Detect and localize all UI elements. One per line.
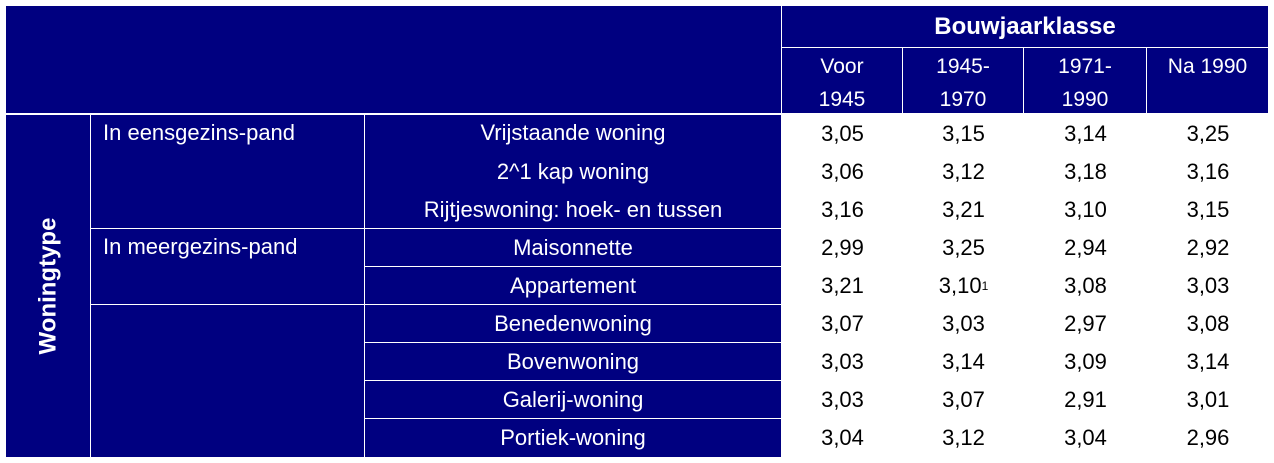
value-cell-1971-1990: 2,91	[1025, 382, 1146, 418]
value-cell-1971-1990: 3,09	[1025, 344, 1146, 380]
value-cell-1971-1990: 3,04	[1025, 420, 1146, 456]
value-cell-1945-1970: 3,12	[904, 420, 1023, 456]
value-text: 3,03	[821, 349, 864, 374]
value-cell-1945-1970: 3,03	[904, 306, 1023, 342]
value-text: 3,16	[821, 197, 864, 222]
value-cell-na-1990: 2,92	[1148, 230, 1268, 266]
row-label-bovenwoning: Bovenwoning	[365, 343, 781, 380]
value-text: 2,92	[1186, 235, 1230, 260]
row-label-rijtjeswoning: Rijtjeswoning: hoek- en tussen	[365, 191, 781, 228]
value-cell-1945-1970: 3,14	[904, 344, 1023, 380]
value-text: 3,01	[1186, 387, 1230, 412]
value-cell-na-1990: 3,15	[1148, 192, 1268, 228]
row-label-galerij-woning: Galerij-woning	[365, 381, 781, 418]
value-text: 3,14	[1064, 121, 1107, 146]
value-cell-na-1990: 3,08	[1148, 306, 1268, 342]
value-text: 3,10	[938, 273, 982, 298]
value-cell-na-1990: 3,25	[1148, 116, 1268, 152]
row-label-benedenwoning: Benedenwoning	[365, 305, 781, 342]
row-label-twee-onder-een-kap: 2^1 kap woning	[365, 153, 781, 190]
value-cell-1945-1970: 3,12	[904, 154, 1023, 190]
value-cell-1945-1970: 3,25	[904, 230, 1023, 266]
value-text: 3,03	[1186, 273, 1230, 298]
value-text: 3,05	[821, 121, 864, 146]
header-empty-cell	[6, 6, 781, 113]
value-text: 3,16	[1186, 159, 1230, 184]
value-text: 3,04	[821, 425, 864, 450]
column-header-1945-1970: 1945- 1970	[903, 48, 1023, 113]
value-text: 3,12	[942, 159, 985, 184]
value-cell-voor-1945: 3,04	[783, 420, 902, 456]
column-header-1971-1990: 1971- 1990	[1024, 48, 1146, 113]
value-cell-voor-1945: 3,07	[783, 306, 902, 342]
value-cell-voor-1945: 3,03	[783, 344, 902, 380]
value-text: 3,06	[821, 159, 864, 184]
value-cell-1945-1970: 3,10 1	[904, 268, 1023, 304]
value-text: 3,14	[942, 349, 985, 374]
value-text: 3,03	[942, 311, 985, 336]
value-cell-na-1990: 3,14	[1148, 344, 1268, 380]
group-meergezins: In meergezins-pand	[91, 229, 364, 304]
value-cell-1945-1970: 3,07	[904, 382, 1023, 418]
value-cell-na-1990: 3,16	[1148, 154, 1268, 190]
value-text: 3,09	[1064, 349, 1107, 374]
value-cell-1971-1990: 3,10	[1025, 192, 1146, 228]
value-cell-voor-1945: 3,05	[783, 116, 902, 152]
value-text: 3,03	[821, 387, 864, 412]
value-text: 2,91	[1064, 387, 1107, 412]
value-text: 3,14	[1186, 349, 1230, 374]
row-label-portiek-woning: Portiek-woning	[365, 419, 781, 457]
value-text: 3,07	[942, 387, 985, 412]
value-text: 2,99	[821, 235, 864, 260]
value-text: 3,10	[1064, 197, 1107, 222]
value-cell-1971-1990: 2,94	[1025, 230, 1146, 266]
column-header-voor-1945: Voor 1945	[782, 48, 902, 113]
value-cell-1945-1970: 3,21	[904, 192, 1023, 228]
value-text: 3,25	[1186, 121, 1230, 146]
value-cell-voor-1945: 3,21	[783, 268, 902, 304]
value-text: 3,15	[1186, 197, 1230, 222]
value-cell-na-1990: 2,96	[1148, 420, 1268, 456]
group-eensgezins: In eensgezins-pand	[91, 115, 364, 228]
value-text: 3,12	[942, 425, 985, 450]
value-text: 3,21	[821, 273, 864, 298]
value-text: 2,94	[1064, 235, 1107, 260]
value-cell-1945-1970: 3,15	[904, 116, 1023, 152]
value-text: 3,08	[1064, 273, 1107, 298]
group-empty	[91, 305, 364, 457]
value-cell-na-1990: 3,01	[1148, 382, 1268, 418]
value-cell-voor-1945: 3,16	[783, 192, 902, 228]
value-cell-1971-1990: 3,14	[1025, 116, 1146, 152]
value-text: 3,21	[942, 197, 985, 222]
value-text: 3,04	[1064, 425, 1107, 450]
side-label-cell: Woningtype	[6, 115, 90, 457]
value-text: 3,18	[1064, 159, 1107, 184]
side-label: Woningtype	[34, 217, 61, 355]
row-label-appartement: Appartement	[365, 267, 781, 304]
value-cell-voor-1945: 2,99	[783, 230, 902, 266]
value-text: 2,96	[1186, 425, 1230, 450]
value-cell-1971-1990: 3,08	[1025, 268, 1146, 304]
header-title: Bouwjaarklasse	[782, 6, 1268, 47]
value-cell-voor-1945: 3,03	[783, 382, 902, 418]
value-cell-voor-1945: 3,06	[783, 154, 902, 190]
value-text: 3,08	[1186, 311, 1230, 336]
value-cell-1971-1990: 2,97	[1025, 306, 1146, 342]
value-text: 2,97	[1064, 311, 1107, 336]
value-cell-na-1990: 3,03	[1148, 268, 1268, 304]
row-label-maisonnette: Maisonnette	[365, 229, 781, 266]
value-cell-1971-1990: 3,18	[1025, 154, 1146, 190]
woningtype-table: Bouwjaarklasse Voor 1945 1945- 1970 1971…	[6, 6, 1268, 457]
column-header-na-1990: Na 1990	[1147, 48, 1268, 113]
value-text: 3,15	[942, 121, 985, 146]
value-text: 3,07	[821, 311, 864, 336]
value-text: 3,25	[942, 235, 985, 260]
